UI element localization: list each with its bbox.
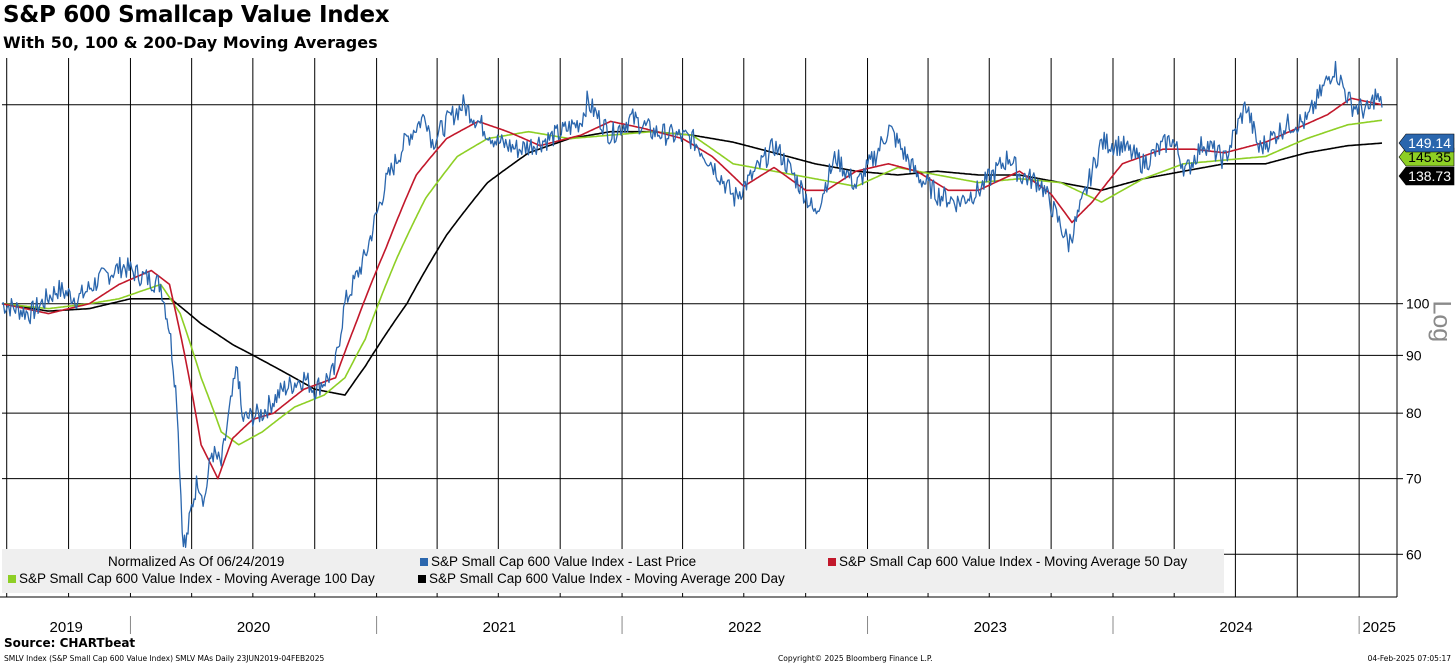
footer-timestamp: 04-Feb-2025 07:05:17 (1367, 654, 1451, 663)
tag-value: 138.73 (1408, 168, 1451, 184)
x-year-label: 2024 (1219, 619, 1252, 636)
y-tick-label: 100 (1406, 296, 1430, 312)
x-year-label: 2019 (50, 619, 83, 636)
y-tick-label: 60 (1406, 546, 1422, 562)
footer-ticker: SMLV Index (S&P Small Cap 600 Value Inde… (4, 654, 325, 663)
legend-normalized: Normalized As Of 06/24/2019 (108, 554, 285, 569)
last-value-tag-ma200: 138.73 (1398, 166, 1455, 186)
log-scale-label: Log (1427, 300, 1456, 343)
tag-shape (1398, 133, 1455, 153)
series-line-ma50 (1, 97, 1383, 480)
series-line-ma100 (1, 119, 1383, 446)
grid-lines (2, 58, 1397, 597)
y-tick-label: 80 (1406, 405, 1422, 421)
tag-value: 145.35 (1408, 149, 1451, 165)
y-tick-label: 70 (1406, 471, 1422, 487)
x-year-label: 2021 (483, 619, 516, 636)
x-year-label: 2025 (1362, 619, 1395, 636)
x-year-label: 2022 (728, 619, 761, 636)
tag-value: 149.14 (1408, 135, 1451, 151)
legend-item-ma50: S&P Small Cap 600 Value Index - Moving A… (828, 554, 1187, 569)
chart-subtitle: With 50, 100 & 200-Day Moving Averages (3, 33, 378, 52)
legend-item-ma200: S&P Small Cap 600 Value Index - Moving A… (418, 571, 785, 586)
legend-swatch (8, 574, 16, 583)
x-year-label: 2020 (237, 619, 270, 636)
series-lines (1, 60, 1383, 548)
legend-swatch (418, 574, 426, 583)
footer-copyright: Copyright© 2025 Bloomberg Finance L.P. (778, 654, 933, 663)
source-note: Source: CHARTbeat (4, 636, 136, 650)
series-line-last-price (1, 60, 1383, 548)
legend-item-last-price: S&P Small Cap 600 Value Index - Last Pri… (420, 554, 696, 569)
legend-swatch (828, 557, 836, 566)
legend: Normalized As Of 06/24/2019 S&P Small Ca… (2, 549, 1224, 593)
tag-shape (1398, 166, 1455, 186)
x-year-label: 2023 (974, 619, 1007, 636)
y-tick-label: 90 (1406, 347, 1422, 363)
y-axis: 60 70 80 90 100 (1397, 296, 1430, 562)
last-value-tag-last-price: 149.14 (1398, 133, 1455, 153)
legend-swatch (420, 557, 428, 566)
x-axis: 2019 2020 2021 2022 2023 2024 2025 (50, 616, 1396, 636)
chart-title: S&P 600 Smallcap Value Index (3, 2, 390, 28)
plot-frame (0, 58, 1398, 598)
legend-item-ma100: S&P Small Cap 600 Value Index - Moving A… (8, 571, 375, 586)
